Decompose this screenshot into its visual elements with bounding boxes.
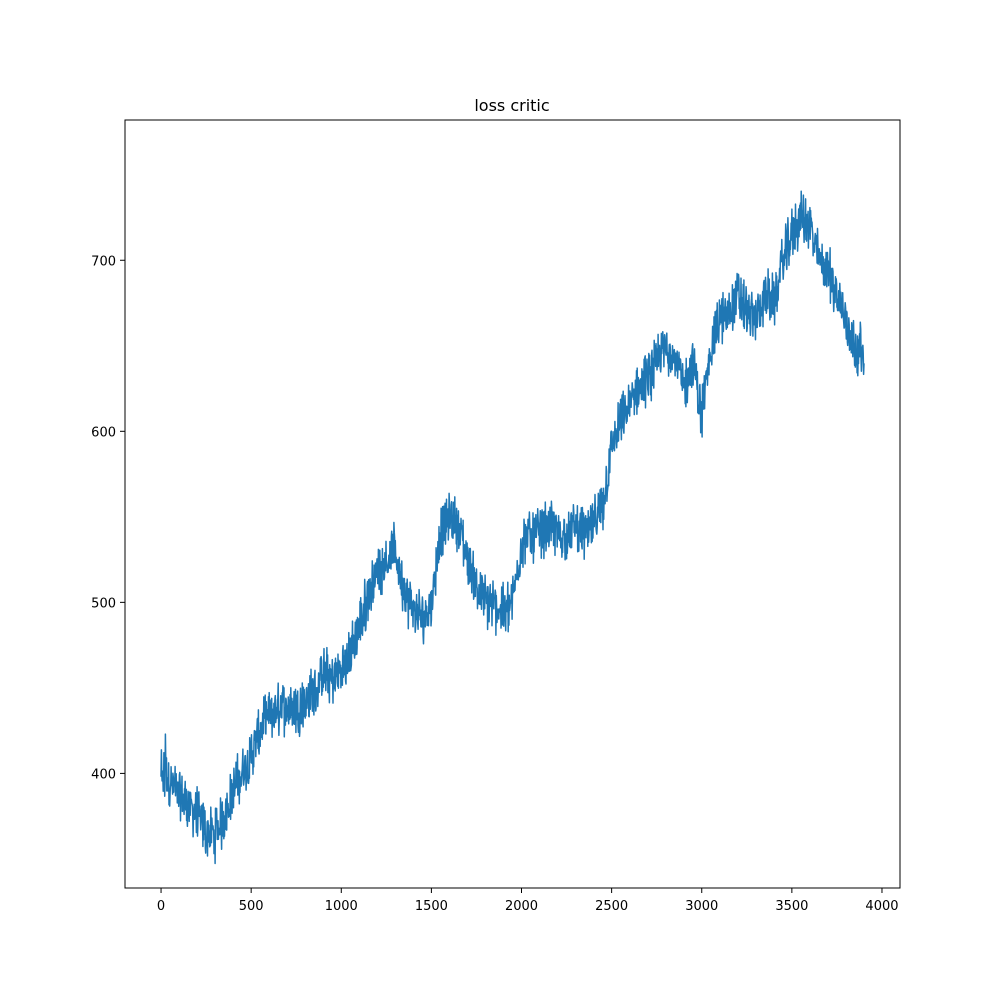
y-axis: 400 500 600 700 (91, 254, 125, 782)
axes-frame (124, 119, 901, 889)
x-tick-label: 4000 (865, 899, 898, 914)
y-tick-label: 700 (91, 254, 116, 269)
x-tick-label: 500 (239, 899, 264, 914)
chart-title: loss critic (474, 96, 549, 115)
y-tick-label: 400 (91, 767, 116, 782)
x-tick-label: 1500 (415, 899, 448, 914)
x-tick-label: 2000 (505, 899, 538, 914)
x-tick-label: 2500 (595, 899, 628, 914)
x-axis: 0 500 1000 1500 2000 2500 3000 3500 4000 (157, 888, 899, 914)
x-tick-label: 3000 (685, 899, 718, 914)
y-tick-label: 600 (91, 425, 116, 440)
x-tick-label: 1000 (325, 899, 358, 914)
series-line (160, 190, 865, 865)
plot-area (160, 190, 865, 865)
y-tick-label: 500 (91, 596, 116, 611)
x-tick-label: 0 (157, 899, 165, 914)
x-tick-label: 3500 (775, 899, 808, 914)
